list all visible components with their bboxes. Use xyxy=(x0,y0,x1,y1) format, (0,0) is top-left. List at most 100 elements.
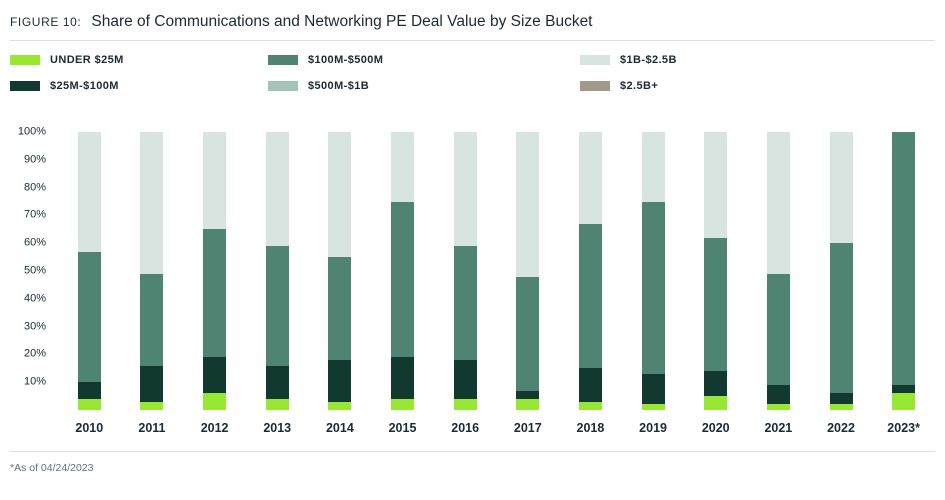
bar-column-2015 xyxy=(371,132,434,410)
bar-segment-100m-500m xyxy=(453,246,477,360)
x-axis-label-2017: 2017 xyxy=(513,421,542,435)
bar-column-2017 xyxy=(496,132,559,410)
legend-item-500m-1b: $500M-$1B xyxy=(268,80,580,92)
bar-segment-25m-100m xyxy=(829,393,853,405)
legend-label: $500M-$1B xyxy=(308,80,370,92)
chart-footer: *As of 04/24/2023 xyxy=(10,452,935,476)
stacked-bar-2014 xyxy=(328,132,352,410)
bar-segment-100m-500m xyxy=(704,237,728,372)
stacked-bar-2022 xyxy=(829,132,853,410)
y-axis-tick: 70% xyxy=(23,208,46,221)
bar-segment-100m-500m xyxy=(766,273,790,385)
bar-column-2014 xyxy=(309,132,372,410)
bar-segment-under-25m xyxy=(641,404,665,410)
bar-segment-1b-2-5b xyxy=(77,132,101,252)
legend-label: $25M-$100M xyxy=(50,80,119,92)
x-axis-label-2012: 2012 xyxy=(200,421,229,435)
bar-segment-25m-100m xyxy=(704,371,728,397)
y-axis: 10% 20% 30% 40% 50% 60% 70% 80% 90% 100% xyxy=(10,126,52,410)
x-axis-label-2010: 2010 xyxy=(75,421,104,435)
y-axis-tick: 60% xyxy=(23,236,46,249)
y-axis-tick: 80% xyxy=(23,181,46,194)
bar-segment-25m-100m xyxy=(578,368,602,402)
stacked-bar-2013 xyxy=(265,132,289,410)
bar-segment-100m-500m xyxy=(140,273,164,366)
bar-segment-100m-500m xyxy=(265,246,289,366)
x-axis-label-2015: 2015 xyxy=(388,421,417,435)
x-axis-label-2021: 2021 xyxy=(764,421,793,435)
bar-segment-100m-500m xyxy=(203,229,227,358)
legend-label: $1B-$2.5B xyxy=(620,54,677,66)
bar-segment-under-25m xyxy=(516,398,540,410)
stacked-bar-2010 xyxy=(77,132,101,410)
y-axis-tick: 50% xyxy=(23,264,46,277)
bar-column-2012 xyxy=(183,132,246,410)
stacked-bar-chart: 10% 20% 30% 40% 50% 60% 70% 80% 90% 100% xyxy=(10,126,935,410)
legend-swatch-500m-1b xyxy=(268,81,298,91)
legend-swatch-1b-2-5b xyxy=(580,55,610,65)
x-axis-label-2013: 2013 xyxy=(263,421,292,435)
bar-segment-1b-2-5b xyxy=(704,132,728,238)
bar-segment-25m-100m xyxy=(516,390,540,399)
stacked-bar-2019 xyxy=(641,132,665,410)
bar-segment-25m-100m xyxy=(453,359,477,399)
bar-segment-100m-500m xyxy=(391,201,415,358)
bar-column-2020 xyxy=(684,132,747,410)
bar-segment-1b-2-5b xyxy=(328,132,352,258)
stacked-bar-2018 xyxy=(578,132,602,410)
stacked-bar-2021 xyxy=(766,132,790,410)
stacked-bar-2016 xyxy=(453,132,477,410)
legend-item-100m-500m: $100M-$500M xyxy=(268,54,580,66)
legend: UNDER $25M $100M-$500M $1B-$2.5B $25M-$100M… xyxy=(10,54,935,92)
legend-label: $100M-$500M xyxy=(308,54,384,66)
y-axis-tick: 40% xyxy=(23,292,46,305)
bar-segment-100m-500m xyxy=(77,251,101,383)
figure-label: FIGURE 10: xyxy=(10,15,82,29)
bar-segment-25m-100m xyxy=(140,365,164,402)
bar-column-2021 xyxy=(747,132,810,410)
bar-segment-25m-100m xyxy=(265,365,289,399)
legend-item-under-25m: UNDER $25M xyxy=(10,54,268,66)
legend-swatch-under-25m xyxy=(10,55,40,65)
legend-label: $2.5B+ xyxy=(620,80,659,92)
legend-item-25m-100m: $25M-$100M xyxy=(10,80,268,92)
bar-segment-100m-500m xyxy=(892,132,916,385)
x-axis-label-2014: 2014 xyxy=(325,421,354,435)
stacked-bar-2015 xyxy=(391,132,415,410)
x-axis-label-2016: 2016 xyxy=(451,421,480,435)
bar-segment-under-25m xyxy=(77,398,101,410)
legend-item-2-5b: $2.5B+ xyxy=(580,80,935,92)
x-axis: 2010 2011 2012 2013 2014 2015 2016 2017 2018 2019… xyxy=(10,421,935,435)
bar-segment-under-25m xyxy=(265,398,289,410)
stacked-bar-2012 xyxy=(203,132,227,410)
bar-column-2022 xyxy=(810,132,873,410)
bar-segment-under-25m xyxy=(829,404,853,410)
bar-column-2010 xyxy=(58,132,121,410)
bar-segment-25m-100m xyxy=(766,385,790,405)
bar-segment-1b-2-5b xyxy=(203,132,227,230)
x-axis-label-2022: 2022 xyxy=(827,421,855,435)
bar-segment-25m-100m xyxy=(328,359,352,402)
bar-column-2013 xyxy=(246,132,309,410)
legend-item-1b-2-5b: $1B-$2.5B xyxy=(580,54,935,66)
bar-segment-100m-500m xyxy=(829,243,853,394)
bar-segment-100m-500m xyxy=(578,223,602,369)
legend-label: UNDER $25M xyxy=(50,54,124,66)
bar-segment-1b-2-5b xyxy=(578,132,602,224)
bar-column-2023 xyxy=(872,132,935,410)
x-axis-label-2011: 2011 xyxy=(138,421,166,435)
bar-segment-1b-2-5b xyxy=(516,132,540,277)
y-axis-tick: 20% xyxy=(23,347,46,360)
stacked-bar-2011 xyxy=(140,132,164,410)
bar-column-2019 xyxy=(622,132,685,410)
bar-segment-1b-2-5b xyxy=(265,132,289,246)
y-axis-tick: 100% xyxy=(17,125,46,138)
divider xyxy=(10,451,935,452)
footnote: *As of 04/24/2023 xyxy=(10,462,94,474)
bar-segment-1b-2-5b xyxy=(766,132,790,274)
legend-swatch-100m-500m xyxy=(268,55,298,65)
bar-column-2016 xyxy=(434,132,497,410)
bar-segment-under-25m xyxy=(140,401,164,410)
y-axis-tick: 30% xyxy=(23,320,46,333)
